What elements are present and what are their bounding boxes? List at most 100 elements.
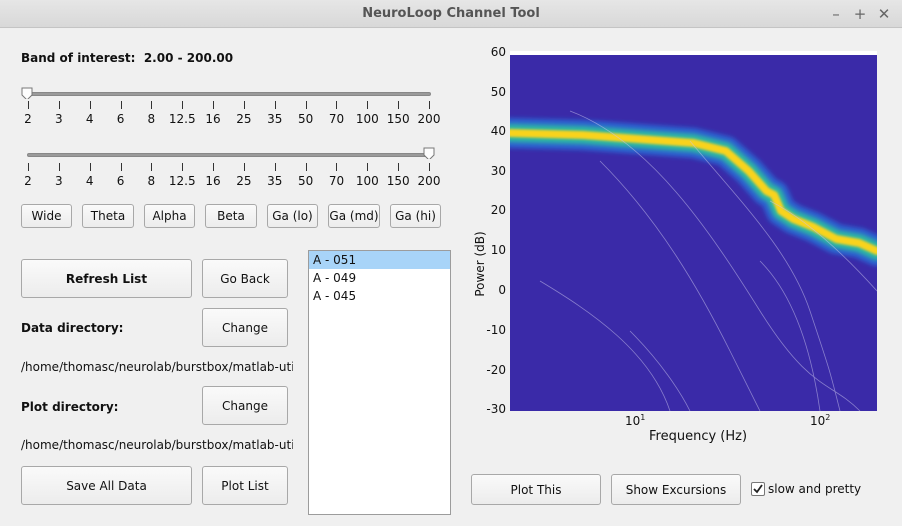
slider-tick-label: 35 <box>267 174 283 188</box>
x-tick-label: 101 <box>625 413 646 428</box>
slider-tick <box>398 101 400 109</box>
refresh-list-button[interactable]: Refresh List <box>21 259 192 298</box>
band-of-interest-label: Band of interest: 2.00 - 200.00 <box>21 51 233 65</box>
data-directory-path: /home/thomasc/neurolab/burstbox/matlab-u… <box>21 360 293 374</box>
plot-list-button[interactable]: Plot List <box>202 466 288 505</box>
band-button-alpha[interactable]: Alpha <box>144 204 195 228</box>
change-plot-directory-button[interactable]: Change <box>202 386 288 425</box>
slider-tick <box>274 163 276 171</box>
plot-directory-path: /home/thomasc/neurolab/burstbox/matlab-u… <box>21 438 293 452</box>
plot-this-button[interactable]: Plot This <box>471 474 601 505</box>
slider-tick-label: 3 <box>55 112 63 126</box>
main-window: Band of interest: 2.00 - 200.00 Wide The… <box>0 29 902 526</box>
slider-tick <box>58 163 60 171</box>
show-excursions-button[interactable]: Show Excursions <box>611 474 741 505</box>
harmonic-traces <box>539 110 877 411</box>
slider-tick-label: 200 <box>417 174 441 188</box>
slider-tick-label: 6 <box>116 112 125 126</box>
maximize-icon[interactable]: + <box>853 5 867 23</box>
window-title: NeuroLoop Channel Tool <box>362 6 540 21</box>
slider-tick-label: 3 <box>55 174 63 188</box>
y-tick-label: 60 <box>490 45 506 59</box>
slider-tick <box>398 163 400 171</box>
slider-tick <box>367 101 369 109</box>
slider-tick <box>213 163 215 171</box>
slider-tick-label: 100 <box>355 112 379 126</box>
band-button-wide[interactable]: Wide <box>21 204 72 228</box>
high-band-slider-thumb[interactable] <box>423 147 435 159</box>
slider-tick <box>89 101 91 109</box>
channel-list[interactable]: A - 051 A - 049 A - 045 <box>308 250 451 515</box>
slow-and-pretty-checkbox[interactable] <box>751 482 765 496</box>
band-button-gamma-mid[interactable]: Ga (md) <box>328 204 380 228</box>
slider-tick <box>305 163 307 171</box>
slider-tick <box>243 163 245 171</box>
y-axis-label: Power (dB) <box>473 231 487 297</box>
low-band-slider-thumb[interactable] <box>21 87 33 99</box>
slider-tick-label: 35 <box>267 112 283 126</box>
go-back-button[interactable]: Go Back <box>202 259 288 298</box>
band-button-beta[interactable]: Beta <box>205 204 257 228</box>
slider-tick-label: 200 <box>417 112 441 126</box>
y-tick-label: 20 <box>490 203 506 217</box>
close-icon[interactable]: ✕ <box>877 5 891 23</box>
slider-tick-label: 150 <box>386 174 410 188</box>
slider-tick-label: 100 <box>355 174 379 188</box>
slider-tick-label: 70 <box>328 174 345 188</box>
y-tick-label: 50 <box>490 85 506 99</box>
slider-tick-label: 12.5 <box>168 174 196 188</box>
band-button-theta[interactable]: Theta <box>82 204 134 228</box>
heatmap-ridge <box>510 118 877 266</box>
slider-tick <box>120 163 122 171</box>
slider-tick <box>182 163 184 171</box>
low-band-slider[interactable] <box>27 92 431 96</box>
band-button-gamma-high[interactable]: Ga (hi) <box>390 204 441 228</box>
heatmap-top-band <box>510 51 877 55</box>
band-label-text: Band of interest: <box>21 51 136 65</box>
y-tick-label: -20 <box>486 363 506 377</box>
slider-tick <box>429 163 430 171</box>
slider-tick <box>89 163 91 171</box>
slider-tick-label: 8 <box>147 112 156 126</box>
slider-tick-label: 4 <box>85 174 94 188</box>
slider-tick-label: 4 <box>85 112 94 126</box>
slider-tick <box>274 101 276 109</box>
slider-tick <box>367 163 369 171</box>
title-bar: NeuroLoop Channel Tool – + ✕ <box>0 0 902 28</box>
y-tick-label: -10 <box>486 323 506 337</box>
slider-tick <box>305 101 307 109</box>
high-band-slider[interactable] <box>27 153 431 157</box>
ridge-layer-2 <box>510 129 877 255</box>
list-item[interactable]: A - 049 <box>313 271 357 285</box>
slider-tick <box>151 163 153 171</box>
slider-tick-label: 2 <box>24 174 32 188</box>
y-tick-label: -30 <box>486 402 506 416</box>
slider-tick <box>243 101 245 109</box>
y-tick-label: 0 <box>498 283 506 297</box>
band-button-gamma-low[interactable]: Ga (lo) <box>267 204 318 228</box>
slider-tick-label: 2 <box>24 112 32 126</box>
slider-tick-label: 12.5 <box>168 112 196 126</box>
slider-tick <box>182 101 184 109</box>
slider-tick-label: 50 <box>297 112 314 126</box>
slider-tick-label: 6 <box>116 174 125 188</box>
slider-tick <box>336 163 338 171</box>
slider-tick-label: 50 <box>297 174 314 188</box>
slider-tick <box>151 101 153 109</box>
slider-tick <box>28 101 29 109</box>
slider-tick-label: 16 <box>205 174 221 188</box>
x-axis-label: Frequency (Hz) <box>649 429 748 444</box>
slider-tick <box>429 101 430 109</box>
list-item[interactable]: A - 051 <box>309 251 450 269</box>
slider-tick-label: 150 <box>386 112 410 126</box>
y-tick-label: 30 <box>490 164 506 178</box>
change-data-directory-button[interactable]: Change <box>202 308 288 347</box>
y-tick-label: 40 <box>490 124 506 138</box>
list-item[interactable]: A - 045 <box>313 289 357 303</box>
x-tick-label: 102 <box>810 413 831 428</box>
save-all-data-button[interactable]: Save All Data <box>21 466 192 505</box>
slider-tick <box>28 163 29 171</box>
minimize-icon[interactable]: – <box>832 5 840 23</box>
slow-and-pretty-label[interactable]: slow and pretty <box>768 482 862 496</box>
slider-tick-label: 25 <box>236 174 252 188</box>
